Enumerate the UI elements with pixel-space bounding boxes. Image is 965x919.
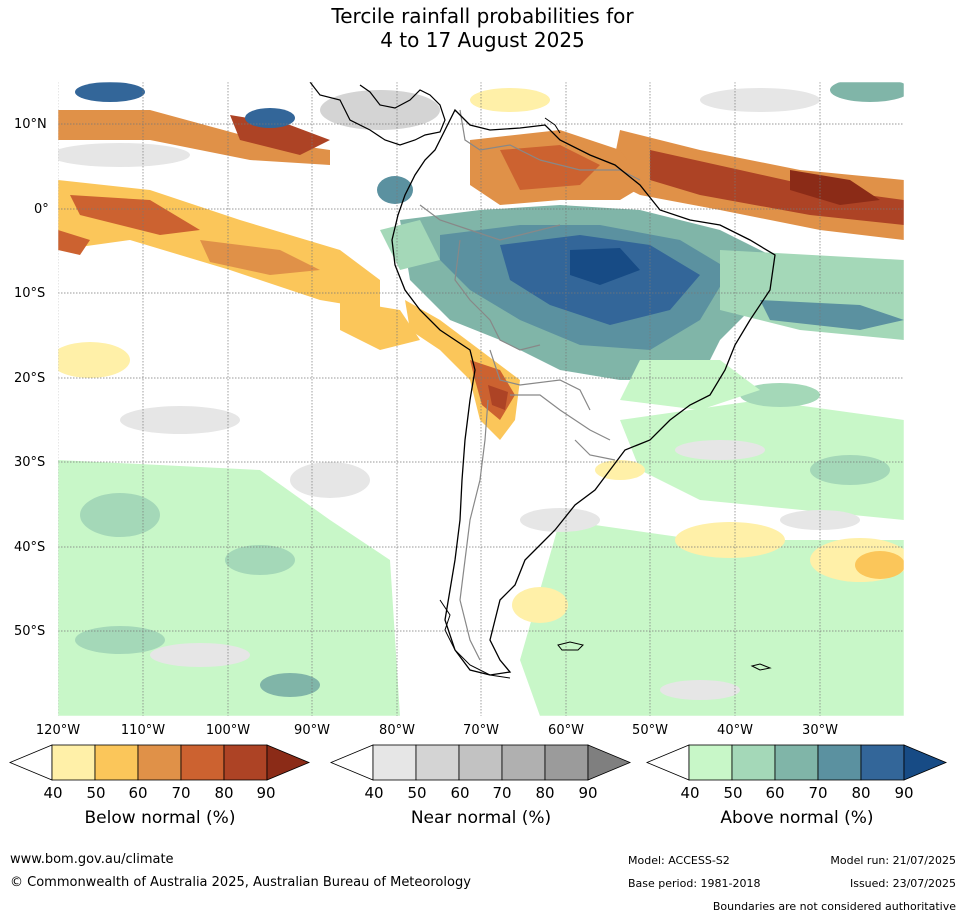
lon-label-90w: 90°W [294, 723, 330, 738]
near-normal-colorbar-bin [415, 744, 460, 781]
cb2-tick-40: 40 [364, 784, 384, 802]
above-normal-colorbar-low-end [645, 744, 690, 781]
above-normal-colorbar-bin [774, 744, 819, 781]
cb2-tick-50: 50 [407, 784, 427, 802]
below-normal-colorbar-bin [223, 744, 268, 781]
cb1-title: Below normal (%) [84, 808, 236, 828]
footer-url: www.bom.gov.au/climate [10, 852, 174, 867]
below-normal-colorbar-low-end [8, 744, 53, 781]
above-normal-colorbar-bin [860, 744, 905, 781]
below-normal-colorbar [8, 744, 311, 781]
lat-label-30s: 30°S [14, 455, 46, 470]
lon-label-60w: 60°W [548, 723, 584, 738]
lat-label-20s: 20°S [14, 371, 46, 386]
lat-label-0: 0° [34, 202, 49, 217]
cb1-tick-80: 80 [214, 784, 234, 802]
above-normal-colorbar-high-end [903, 744, 948, 781]
below-normal-colorbar-bin [94, 744, 139, 781]
lon-label-40w: 40°W [717, 723, 753, 738]
central-america-coastline [309, 82, 446, 146]
lon-label-70w: 70°W [463, 723, 499, 738]
near-normal-colorbar-bin [544, 744, 589, 781]
cb1-tick-40: 40 [43, 784, 63, 802]
lon-label-30w: 30°W [802, 723, 838, 738]
footer-model: Model: ACCESS-S2 [628, 854, 730, 867]
map-panel [58, 82, 904, 716]
colorbars [8, 744, 948, 781]
cb1-tick-70: 70 [171, 784, 191, 802]
lon-label-120w: 120°W [35, 723, 81, 738]
near-normal-colorbar-bin [372, 744, 417, 781]
below-normal-colorbar-bin [51, 744, 96, 781]
near-normal-colorbar-low-end [329, 744, 374, 781]
above-normal-colorbar-bin [688, 744, 733, 781]
graticule [58, 82, 904, 716]
map-title: Tercile rainfall probabilities for 4 to … [0, 4, 965, 52]
lat-label-10n: 10°N [14, 117, 47, 132]
south-america-coastline [391, 108, 776, 676]
lat-label-50s: 50°S [14, 624, 46, 639]
below-normal-colorbar-high-end [266, 744, 311, 781]
cb3-tick-90: 90 [894, 784, 914, 802]
lon-label-110w: 110°W [120, 723, 166, 738]
near-normal-colorbar [329, 744, 632, 781]
cb1-tick-90: 90 [256, 784, 276, 802]
near-normal-colorbar-bin [501, 744, 546, 781]
cb2-tick-80: 80 [535, 784, 555, 802]
country-borders [419, 109, 641, 661]
cb3-tick-60: 60 [765, 784, 785, 802]
cb2-title: Near normal (%) [410, 808, 552, 828]
southeast-ocean-above-normal [520, 520, 904, 716]
cb2-tick-90: 90 [578, 784, 598, 802]
lat-label-10s: 10°S [14, 286, 46, 301]
cb1-tick-50: 50 [86, 784, 106, 802]
below-normal-colorbar-bin [137, 744, 182, 781]
lat-label-40s: 40°S [14, 540, 46, 555]
cb3-title: Above normal (%) [720, 808, 874, 828]
cb3-tick-50: 50 [723, 784, 743, 802]
footer-copyright: © Commonwealth of Australia 2025, Austra… [10, 875, 471, 890]
cb3-tick-70: 70 [808, 784, 828, 802]
title-line-1: Tercile rainfall probabilities for [331, 4, 634, 28]
footer-model-run: Model run: 21/07/2025 [830, 854, 956, 867]
lon-label-80w: 80°W [379, 723, 415, 738]
cb1-tick-60: 60 [128, 784, 148, 802]
south-atlantic-patches [620, 400, 904, 520]
title-line-2: 4 to 17 August 2025 [380, 28, 585, 52]
cb3-tick-80: 80 [851, 784, 871, 802]
lon-label-50w: 50°W [632, 723, 668, 738]
above-normal-colorbar-bin [731, 744, 776, 781]
cb2-tick-70: 70 [492, 784, 512, 802]
below-normal-colorbar-bin [180, 744, 225, 781]
near-normal-colorbar-high-end [587, 744, 632, 781]
footer-issued: Issued: 23/07/2025 [849, 877, 956, 890]
footer-base-period: Base period: 1981-2018 [628, 877, 761, 890]
cb3-tick-40: 40 [680, 784, 700, 802]
near-normal-colorbar-bin [458, 744, 503, 781]
cb2-tick-60: 60 [450, 784, 470, 802]
footer-boundaries: Boundaries are not considered authoritat… [712, 900, 956, 913]
above-normal-colorbar-bin [817, 744, 862, 781]
lon-label-100w: 100°W [205, 723, 251, 738]
pacific-below-normal-band-north [58, 110, 330, 165]
above-normal-colorbar [645, 744, 948, 781]
